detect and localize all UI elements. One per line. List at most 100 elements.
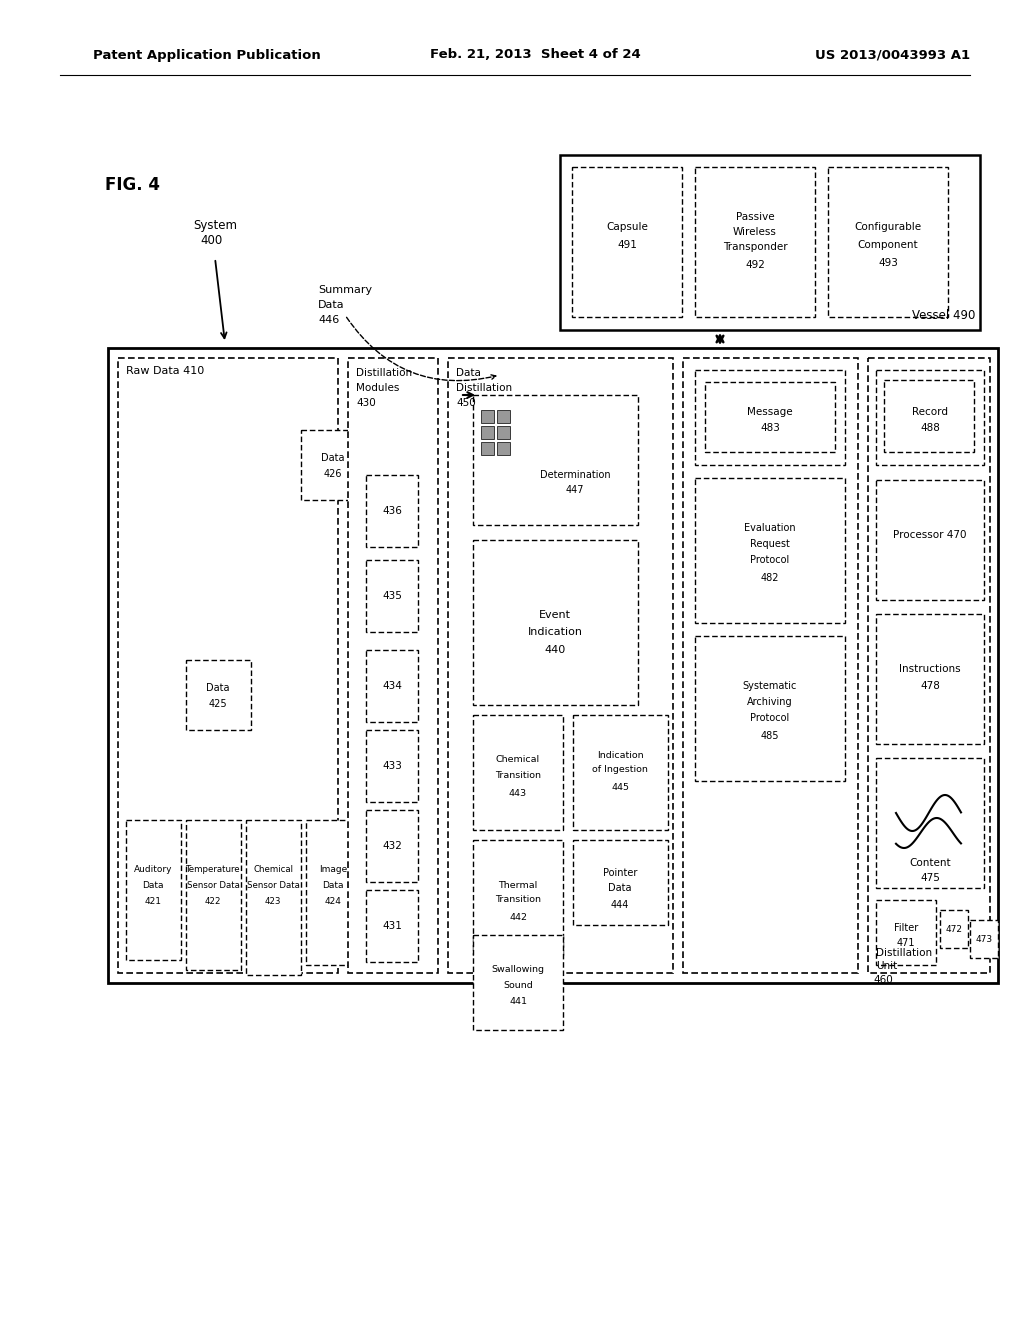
Text: Request: Request bbox=[750, 539, 790, 549]
Text: Event: Event bbox=[539, 610, 571, 620]
Text: Chemical: Chemical bbox=[253, 866, 293, 874]
Text: Content: Content bbox=[909, 858, 951, 869]
Bar bbox=[186, 660, 251, 730]
Text: Summary: Summary bbox=[318, 285, 372, 294]
Bar bbox=[366, 730, 418, 803]
Text: Configurable: Configurable bbox=[854, 222, 922, 232]
Text: Transponder: Transponder bbox=[723, 242, 787, 252]
Text: Protocol: Protocol bbox=[751, 713, 790, 723]
Text: Record: Record bbox=[912, 407, 948, 417]
Bar bbox=[246, 820, 301, 975]
Text: Protocol: Protocol bbox=[751, 554, 790, 565]
Bar bbox=[497, 411, 510, 422]
Text: Filter: Filter bbox=[894, 923, 919, 933]
Bar bbox=[366, 649, 418, 722]
Text: Capsule: Capsule bbox=[606, 222, 648, 232]
Bar bbox=[366, 890, 418, 962]
Text: Thermal: Thermal bbox=[499, 880, 538, 890]
Bar bbox=[560, 154, 980, 330]
Text: US 2013/0043993 A1: US 2013/0043993 A1 bbox=[815, 49, 970, 62]
Text: Distillation: Distillation bbox=[356, 368, 412, 378]
Bar bbox=[683, 358, 858, 973]
Bar bbox=[473, 715, 563, 830]
Bar bbox=[126, 820, 181, 960]
Text: 436: 436 bbox=[382, 506, 402, 516]
Bar bbox=[572, 168, 682, 317]
Text: Pointer: Pointer bbox=[603, 869, 637, 878]
Bar bbox=[306, 820, 361, 965]
Text: Determination: Determination bbox=[540, 470, 610, 480]
Bar bbox=[366, 810, 418, 882]
Text: Distillation: Distillation bbox=[456, 383, 512, 393]
Text: 431: 431 bbox=[382, 921, 402, 931]
Bar bbox=[695, 168, 815, 317]
Text: Data: Data bbox=[608, 883, 632, 894]
Text: Data: Data bbox=[318, 300, 345, 310]
Text: Sensor Data: Sensor Data bbox=[186, 880, 240, 890]
Text: 492: 492 bbox=[745, 260, 765, 271]
Text: Data: Data bbox=[456, 368, 481, 378]
Text: Vessel 490: Vessel 490 bbox=[911, 309, 975, 322]
Bar bbox=[940, 909, 968, 948]
Text: 483: 483 bbox=[760, 422, 780, 433]
Text: Indication: Indication bbox=[527, 627, 583, 638]
Text: 442: 442 bbox=[509, 913, 527, 923]
Bar bbox=[573, 840, 668, 925]
Bar bbox=[118, 358, 338, 973]
Text: Unit: Unit bbox=[876, 961, 897, 972]
Text: Data: Data bbox=[323, 880, 344, 890]
Text: 447: 447 bbox=[565, 484, 585, 495]
Bar bbox=[868, 358, 990, 973]
Text: 435: 435 bbox=[382, 591, 402, 601]
Text: Feb. 21, 2013  Sheet 4 of 24: Feb. 21, 2013 Sheet 4 of 24 bbox=[430, 49, 641, 62]
Text: 491: 491 bbox=[617, 240, 637, 249]
Bar bbox=[497, 442, 510, 455]
Bar bbox=[876, 758, 984, 888]
Text: Sound: Sound bbox=[503, 981, 532, 990]
Text: Instructions: Instructions bbox=[899, 664, 961, 675]
Bar bbox=[473, 840, 563, 954]
Bar bbox=[481, 442, 494, 455]
Bar bbox=[301, 430, 366, 500]
Text: 441: 441 bbox=[509, 998, 527, 1006]
Bar bbox=[695, 478, 845, 623]
Text: 475: 475 bbox=[920, 873, 940, 883]
Bar bbox=[473, 540, 638, 705]
Text: 460: 460 bbox=[873, 975, 893, 985]
Text: 471: 471 bbox=[897, 939, 915, 948]
Text: Sensor Data: Sensor Data bbox=[247, 880, 299, 890]
Text: Message: Message bbox=[748, 407, 793, 417]
Bar bbox=[876, 370, 984, 465]
Bar bbox=[970, 920, 998, 958]
Text: Systematic: Systematic bbox=[742, 681, 798, 690]
Text: 445: 445 bbox=[611, 783, 629, 792]
Text: Transition: Transition bbox=[495, 771, 541, 780]
Text: Transition: Transition bbox=[495, 895, 541, 904]
Text: 443: 443 bbox=[509, 788, 527, 797]
Text: 488: 488 bbox=[920, 422, 940, 433]
Text: FIG. 4: FIG. 4 bbox=[105, 176, 160, 194]
Text: System: System bbox=[193, 219, 237, 231]
Bar bbox=[473, 395, 638, 525]
Bar bbox=[573, 715, 668, 830]
Bar bbox=[497, 426, 510, 440]
Text: 444: 444 bbox=[610, 900, 629, 909]
Bar bbox=[449, 358, 673, 973]
Text: 433: 433 bbox=[382, 762, 402, 771]
Text: Auditory: Auditory bbox=[134, 866, 172, 874]
Bar bbox=[481, 426, 494, 440]
Text: Swallowing: Swallowing bbox=[492, 965, 545, 974]
Text: Chemical: Chemical bbox=[496, 755, 540, 764]
Text: 472: 472 bbox=[945, 925, 963, 935]
Text: 482: 482 bbox=[761, 573, 779, 583]
Bar bbox=[884, 380, 974, 451]
Text: 421: 421 bbox=[144, 898, 162, 907]
Text: Patent Application Publication: Patent Application Publication bbox=[93, 49, 321, 62]
Text: 430: 430 bbox=[356, 399, 376, 408]
Bar bbox=[695, 370, 845, 465]
Text: Data: Data bbox=[206, 682, 229, 693]
Text: Modules: Modules bbox=[356, 383, 399, 393]
Bar bbox=[186, 820, 241, 970]
Text: Archiving: Archiving bbox=[748, 697, 793, 708]
Text: 422: 422 bbox=[205, 898, 221, 907]
